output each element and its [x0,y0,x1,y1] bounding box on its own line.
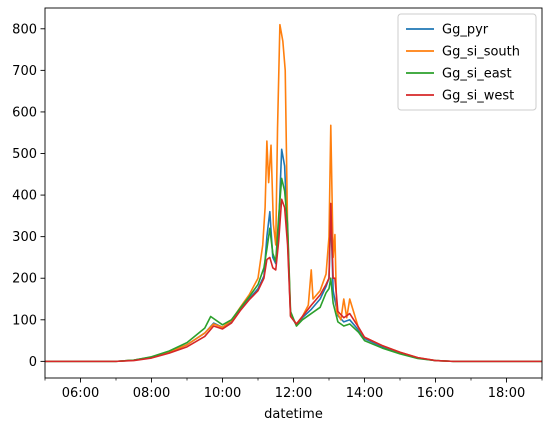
x-tick-label: 16:00 [417,386,454,401]
y-tick-label: 0 [29,355,37,370]
x-axis-label: datetime [264,407,323,422]
legend-entry-label: Gg_pyr [442,23,489,38]
x-tick-label: 18:00 [488,386,525,401]
y-tick-label: 700 [12,64,37,79]
series-line-gg-si-east [45,177,542,363]
y-tick-label: 500 [12,147,37,162]
legend-entry-label: Gg_si_west [442,89,514,104]
x-tick-label: 06:00 [62,386,99,401]
legend-box [397,13,537,111]
y-tick-label: 300 [12,230,37,245]
x-tick-label: 08:00 [133,386,170,401]
y-axis-ticks: 0 100 200 300 400 500 600 700 800 [12,22,45,370]
x-tick-label: 12:00 [275,386,312,401]
y-tick-label: 200 [12,272,37,287]
legend-entry-label: Gg_si_south [442,45,520,60]
legend-entry-label: Gg_si_east [442,67,512,82]
y-tick-label: 400 [12,189,37,204]
y-tick-label: 600 [12,105,37,120]
y-tick-label: 800 [12,22,37,37]
x-axis-ticks: 06:00 08:00 10:00 12:00 14:00 16:00 18:00 [44,378,543,401]
legend: Gg_pyr Gg_si_south Gg_si_east Gg_si_west [397,13,537,111]
series-line-gg-si-west [45,198,542,363]
x-tick-label: 10:00 [204,386,241,401]
y-tick-label: 100 [12,313,37,328]
x-tick-label: 14:00 [346,386,383,401]
plot-series-group [45,23,542,363]
